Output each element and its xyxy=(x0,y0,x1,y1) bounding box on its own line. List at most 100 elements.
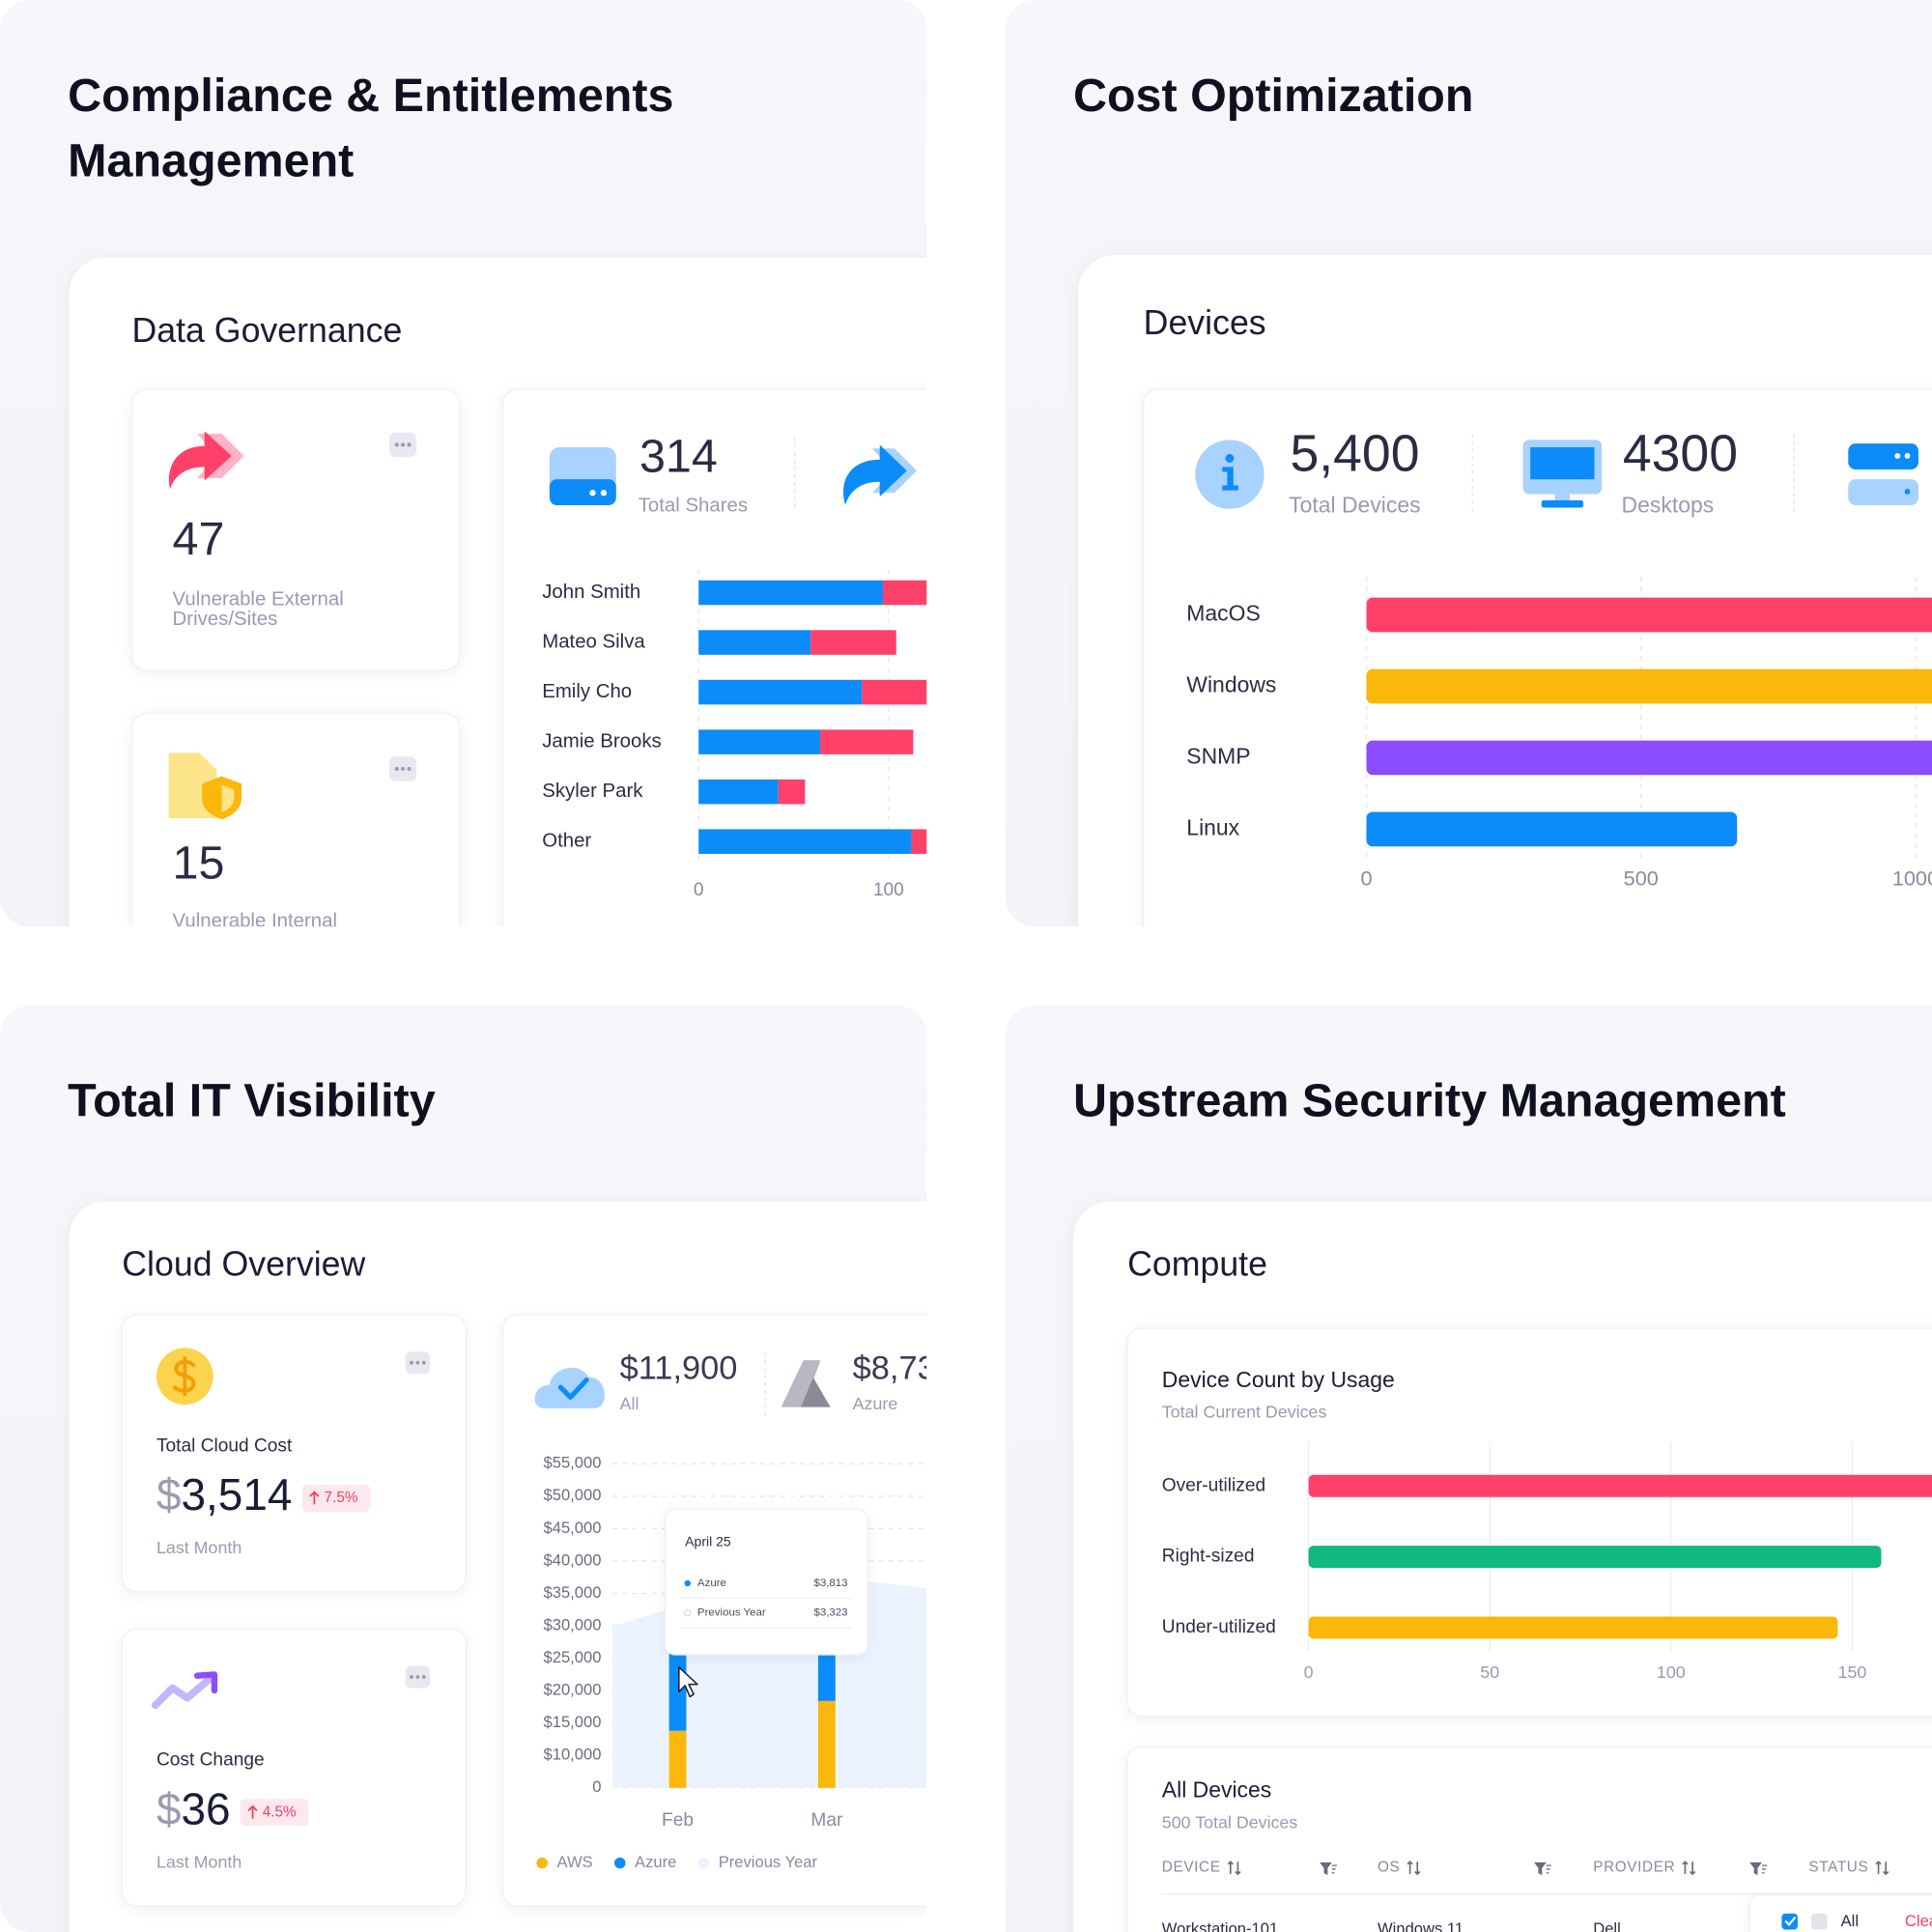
bar-segment xyxy=(668,1730,687,1788)
category-label: Jamie Brooks xyxy=(542,731,662,753)
card-title: Data Governance xyxy=(131,311,402,350)
table-cell: Windows 11 xyxy=(1378,1919,1463,1932)
legend-swatch xyxy=(536,1857,548,1869)
y-tick-label: $45,000 xyxy=(544,1519,602,1537)
category-label: Emily Cho xyxy=(542,681,632,702)
chart-subtitle: Total Current Devices xyxy=(1162,1403,1327,1422)
tooltip-value: $3,323 xyxy=(813,1607,847,1619)
azure-icon xyxy=(781,1360,831,1407)
compliance-panel: Compliance & Entitlements Management Data … xyxy=(0,0,927,927)
change-badge-text: 4.5% xyxy=(263,1804,297,1820)
y-tick-label: $35,000 xyxy=(544,1583,602,1602)
stat-value: 5,400 xyxy=(1290,425,1419,482)
x-tick-label: 0 xyxy=(1361,866,1373,890)
panel-title: Cost Optimization xyxy=(1073,70,1474,122)
change-badge-text: 7.5% xyxy=(325,1490,358,1506)
y-tick-label: $10,000 xyxy=(544,1746,602,1764)
cost-label: Cost Change xyxy=(156,1750,265,1771)
filter-action[interactable]: Clear xyxy=(1905,1912,1932,1930)
table-card xyxy=(1126,1747,1932,1932)
column-header: STATUS xyxy=(1808,1860,1868,1876)
category-label: Over-utilized xyxy=(1162,1475,1265,1495)
sort-icon xyxy=(1682,1861,1696,1876)
x-tick-label: 1000 xyxy=(1892,866,1932,890)
tooltip: April 25 Azure $3,813 Previous Year $3,323 xyxy=(665,1508,868,1656)
share-icon xyxy=(843,444,917,505)
filter-icon xyxy=(1749,1861,1768,1876)
y-tick-label: $15,000 xyxy=(544,1713,602,1731)
tooltip-name: Previous Year xyxy=(697,1607,766,1619)
category-label: Other xyxy=(542,831,591,852)
x-tick-label: 150 xyxy=(1838,1662,1867,1682)
popup-box xyxy=(1748,1894,1932,1932)
more-button[interactable] xyxy=(389,432,417,458)
cloud-icon xyxy=(534,1367,605,1408)
y-tick-label: $50,000 xyxy=(544,1486,602,1504)
bar xyxy=(1366,597,1932,633)
column-header: DEVICE xyxy=(1162,1860,1221,1876)
checkmark xyxy=(1784,1916,1797,1927)
bar-segment xyxy=(882,580,927,606)
tooltip-dot xyxy=(684,1608,692,1617)
category-label: Skyler Park xyxy=(542,781,643,802)
filter-icon xyxy=(1534,1861,1551,1876)
panel-title: Upstream Security Management xyxy=(1073,1075,1786,1127)
x-tick-label: 0 xyxy=(1304,1662,1314,1682)
bar xyxy=(1308,1616,1838,1639)
column-header: OS xyxy=(1378,1860,1400,1876)
more-button[interactable] xyxy=(405,1665,431,1689)
bar xyxy=(1366,740,1932,776)
drive-icon xyxy=(549,447,616,505)
table-title: All Devices xyxy=(1162,1777,1271,1803)
filter-option[interactable]: All xyxy=(1841,1912,1859,1930)
tooltip-name: Azure xyxy=(697,1577,726,1589)
bar xyxy=(1308,1474,1932,1497)
more-button[interactable] xyxy=(389,756,417,781)
legend-label: Azure xyxy=(635,1853,676,1871)
table-cell: Workstation-101 xyxy=(1162,1919,1278,1932)
bar-segment xyxy=(698,829,912,854)
stat-value: 15 xyxy=(173,837,225,889)
bar-segment xyxy=(810,630,896,655)
cost-period: Last Month xyxy=(156,1852,242,1871)
panel-title: Total IT Visibility xyxy=(68,1075,436,1127)
stat-label: Total Devices xyxy=(1289,492,1420,517)
chart-title: Device Count by Usage xyxy=(1162,1367,1395,1392)
tooltip-box xyxy=(665,1508,868,1656)
legend-label: AWS xyxy=(557,1853,593,1871)
cost-card xyxy=(121,1628,467,1907)
checkbox xyxy=(1781,1913,1798,1930)
currency: $ xyxy=(156,1469,182,1520)
legend-swatch xyxy=(697,1857,710,1869)
more-button[interactable] xyxy=(405,1351,431,1375)
server-icon xyxy=(1848,443,1918,505)
coin-icon xyxy=(156,1348,213,1406)
cost-period: Last Month xyxy=(156,1538,242,1557)
summary-amount: $8,730 xyxy=(853,1350,954,1386)
bar-segment xyxy=(698,779,779,805)
column-header: PROVIDER xyxy=(1593,1860,1675,1876)
y-tick-label: $20,000 xyxy=(544,1681,602,1699)
bar-segment xyxy=(698,679,863,705)
bar-segment xyxy=(911,829,927,854)
category-label: John Smith xyxy=(542,582,640,603)
up-arrow xyxy=(247,1804,258,1819)
y-tick-label: $30,000 xyxy=(544,1615,602,1634)
cost-amount: $3,514 xyxy=(156,1469,292,1520)
up-arrow xyxy=(309,1491,320,1505)
monitor-icon xyxy=(1522,440,1603,508)
table-cell: Dell xyxy=(1593,1919,1621,1932)
sort-icon xyxy=(1227,1861,1241,1876)
amount: 36 xyxy=(182,1783,231,1833)
category-label: Right-sized xyxy=(1162,1547,1255,1567)
security-panel: Upstream Security Management Compute Devic… xyxy=(1005,1005,1932,1932)
filter-popup: All Clear xyxy=(1748,1894,1932,1932)
card-title: Cloud Overview xyxy=(122,1245,365,1284)
x-tick-label: 500 xyxy=(1624,866,1659,890)
cost-panel: Cost Optimization Devices 5,400 Total Devic… xyxy=(1005,0,1932,927)
filter-icon xyxy=(1320,1861,1337,1876)
cursor xyxy=(678,1666,698,1698)
x-tick-label: Mar xyxy=(810,1810,843,1831)
